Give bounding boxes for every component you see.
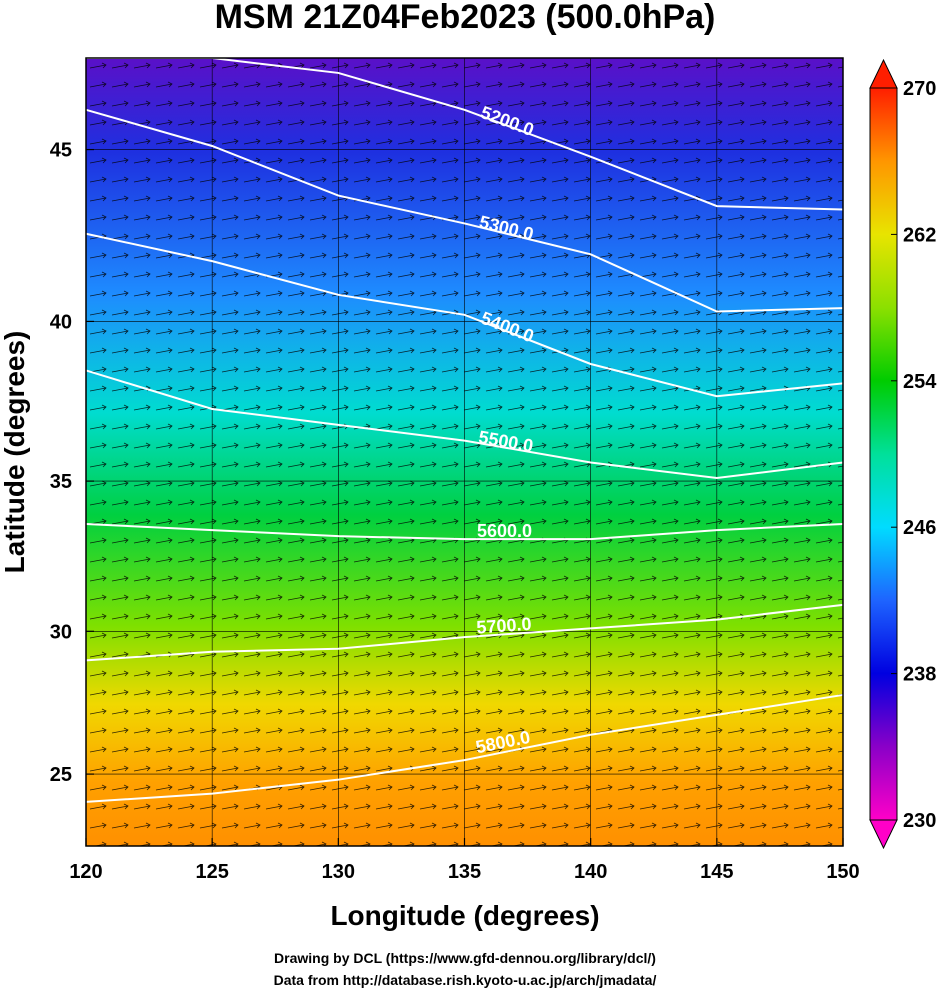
x-tick-label: 120 xyxy=(69,861,102,883)
y-tick-label: 40 xyxy=(50,311,72,333)
x-tick-label: 150 xyxy=(826,861,859,883)
y-tick-label: 25 xyxy=(50,764,72,786)
x-tick-label: 125 xyxy=(195,861,228,883)
y-tick-label: 30 xyxy=(50,621,72,643)
colorbar-tick-label: 254 xyxy=(903,371,937,393)
contour-line xyxy=(85,108,844,313)
contour-line xyxy=(85,693,844,803)
contour-line xyxy=(85,603,844,662)
x-axis-label: Longitude (degrees) xyxy=(330,900,599,931)
colorbar-tick-label: 270 xyxy=(903,78,936,100)
colorbar-max-arrow xyxy=(869,58,898,89)
y-tick-label: 35 xyxy=(50,471,72,493)
y-axis-label: Latitude (degrees) xyxy=(0,331,30,574)
contour-line xyxy=(85,369,844,480)
x-tick-label: 130 xyxy=(322,861,355,883)
contour-label: 5700.0 xyxy=(476,614,532,638)
colorbar xyxy=(869,87,898,821)
chart-title: MSM 21Z04Feb2023 (500.0hPa) xyxy=(215,0,716,36)
colorbar-tick-label: 238 xyxy=(903,664,936,686)
y-tick-label: 45 xyxy=(50,140,72,162)
footer-line: Drawing by DCL (https://www.gfd-dennou.o… xyxy=(274,950,656,966)
x-tick-label: 140 xyxy=(574,861,607,883)
colorbar-tick-label: 262 xyxy=(903,224,936,246)
footer-line: Data from http://database.rish.kyoto-u.a… xyxy=(274,972,657,988)
contour-line xyxy=(85,232,844,398)
contour-line xyxy=(85,523,844,541)
colorbar-tick-label: 230 xyxy=(903,810,936,832)
x-tick-label: 135 xyxy=(448,861,481,883)
colorbar-tick-label: 246 xyxy=(903,517,936,539)
colorbar-min-arrow xyxy=(869,819,898,850)
x-tick-label: 145 xyxy=(700,861,733,883)
contour-label: 5600.0 xyxy=(477,521,532,541)
